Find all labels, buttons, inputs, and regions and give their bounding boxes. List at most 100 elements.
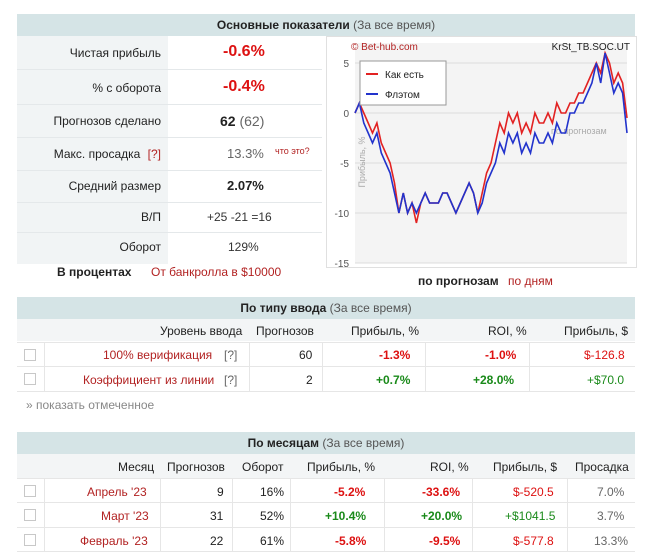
by-type-column-header: [17, 319, 635, 341]
row-checkbox[interactable]: [24, 509, 36, 521]
type-count: 2: [306, 373, 313, 387]
wl-label: В/П: [141, 210, 161, 224]
row-checkbox[interactable]: [24, 534, 36, 546]
summary-label-column: [17, 36, 168, 264]
chart-mode-days-link[interactable]: по дням: [508, 274, 553, 288]
chart-mode-active: по прогнозам: [418, 274, 499, 288]
month-profit-pct: -5.8%: [335, 534, 367, 548]
type-profit-usd: +$70.0: [587, 373, 625, 387]
series-line: [354, 52, 628, 216]
turnover-percent-label: % с оборота: [92, 81, 161, 95]
type-profit-usd: $-126.8: [584, 348, 625, 362]
summary-subtitle: (За все время): [353, 18, 436, 32]
max-drawdown-label: Макс. просадка [?]: [17, 147, 161, 161]
month-roi: -9.5%: [429, 534, 461, 548]
month-profit-usd: +$1041.5: [505, 509, 556, 523]
by-type-title: По типу ввода: [240, 301, 327, 315]
turnover-percent-value: -0.4%: [223, 78, 265, 95]
by-month-col-roi: ROI, %: [430, 460, 469, 474]
month-drawdown: 3.7%: [597, 509, 625, 523]
type-name: 100% верификация: [103, 348, 213, 362]
by-type-col-level: Уровень ввода: [160, 324, 243, 338]
what-is-this-link[interactable]: что это?: [275, 146, 310, 156]
max-drawdown-value: 13.3%: [227, 146, 264, 161]
predictions-total: (62): [239, 113, 265, 129]
max-drawdown-help[interactable]: [?]: [147, 147, 161, 161]
by-month-col-profit-pct: Прибыль, %: [307, 460, 376, 474]
by-type-col-profit-usd: Прибыль, $: [564, 324, 629, 338]
type-roi: +28.0%: [473, 373, 515, 387]
month-name[interactable]: Февраль '23: [80, 534, 148, 548]
legend-label: Как есть: [385, 70, 424, 81]
month-roi: +20.0%: [421, 509, 463, 523]
y-tick-label: -15: [335, 259, 350, 267]
y-tick-label: -10: [335, 209, 350, 220]
avg-size-value: 2.07%: [227, 178, 264, 193]
turnover-label: Оборот: [119, 240, 161, 254]
wl-value: +25 -21 =16: [207, 210, 272, 224]
by-type-col-count: Прогнозов: [256, 324, 314, 338]
month-row: Февраль '23 22 61% -5.8% -9.5% $-577.8 1…: [17, 528, 635, 551]
predictions-value: 62 (62): [220, 113, 264, 129]
chart-watermark: © Bet-hub.com: [351, 42, 418, 53]
chart-title: KrSt_TB.SOC.UT: [552, 42, 630, 53]
month-turnover: 61%: [260, 534, 285, 548]
month-roi: -33.6%: [422, 485, 461, 499]
show-marked-link[interactable]: » показать отмеченное: [26, 398, 155, 412]
profit-chart-svg: 5 0 -5 -10 -15 Прибыль, % © Bet-hub.com KrSt_TB…: [335, 42, 630, 270]
chart-legend: [359, 60, 447, 106]
row-checkbox[interactable]: [24, 373, 36, 385]
row-checkbox[interactable]: [24, 349, 36, 361]
type-help[interactable]: [?]: [224, 348, 238, 362]
month-drawdown: 13.3%: [594, 534, 629, 548]
month-row: Апрель '23 9 16% -5.2% -33.6% $-520.5 7.…: [17, 479, 635, 502]
by-month-column-header: [17, 454, 635, 478]
row-checkbox[interactable]: [24, 485, 36, 497]
type-roi: -1.0%: [485, 348, 517, 362]
month-name[interactable]: Март '23: [101, 509, 149, 523]
month-turnover: 16%: [260, 485, 285, 499]
month-profit-pct: +10.4%: [325, 509, 367, 523]
month-row: Март '23 31 52% +10.4% +20.0% +$1041.5 3…: [17, 503, 635, 527]
month-count: 22: [210, 534, 224, 548]
by-month-col-month: Месяц: [118, 460, 155, 474]
summary-stats: Чистая прибыль -0.6% % с оборота -0.4% П…: [17, 36, 322, 264]
y-tick-label: -5: [340, 159, 349, 170]
net-profit-value: -0.6%: [223, 43, 265, 60]
bankroll-link[interactable]: От банкролла в $10000: [151, 265, 282, 279]
by-month-col-turnover: Оборот: [242, 460, 284, 474]
predictions-count: 62: [220, 113, 236, 129]
predictions-label: Прогнозов сделано: [53, 114, 161, 128]
y-tick-label: 0: [343, 109, 349, 120]
summary-header: Основные показатели (За все время): [17, 14, 635, 36]
month-count: 31: [210, 509, 224, 523]
chart-annotation: по прогнозам: [551, 126, 607, 136]
by-month-subtitle: (За все время): [322, 436, 405, 450]
by-month-col-profit-usd: Прибыль, $: [493, 460, 558, 474]
by-type-row: Коэффициент из линии [?] 2 +0.7% +28.0% …: [17, 367, 635, 391]
avg-size-label: Средний размер: [68, 179, 161, 193]
by-month-col-count: Прогнозов: [167, 460, 225, 474]
by-month-col-drawdown: Просадка: [575, 460, 629, 474]
by-type-col-roi: ROI, %: [488, 324, 527, 338]
by-type-subtitle: (За все время): [329, 301, 412, 315]
by-month-header: По месяцам (За все время): [17, 432, 635, 454]
by-month-title: По месяцам: [247, 436, 320, 450]
month-count: 9: [217, 485, 224, 499]
max-drawdown-text: Макс. просадка: [53, 147, 141, 161]
month-profit-usd: $-577.8: [513, 534, 554, 548]
month-name[interactable]: Апрель '23: [87, 485, 147, 499]
net-profit-label: Чистая прибыль: [69, 46, 161, 60]
month-profit-usd: $-520.5: [513, 485, 554, 499]
type-help[interactable]: [?]: [224, 373, 238, 387]
summary-title: Основные показатели: [216, 18, 350, 32]
percent-label: В процентах: [57, 265, 132, 279]
type-name: Коэффициент из линии: [83, 373, 215, 387]
y-tick-label: 5: [343, 59, 349, 70]
month-drawdown: 7.0%: [597, 485, 625, 499]
y-axis-label: Прибыль, %: [357, 136, 367, 187]
by-type-col-profit-pct: Прибыль, %: [351, 324, 420, 338]
month-turnover: 52%: [260, 509, 285, 523]
turnover-value: 129%: [228, 240, 259, 254]
type-count: 60: [299, 348, 313, 362]
